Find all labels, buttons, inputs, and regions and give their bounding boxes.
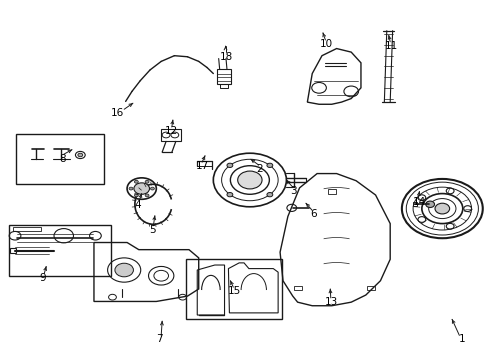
Text: 1: 1 <box>459 334 465 344</box>
Text: 4: 4 <box>134 200 141 210</box>
Text: 8: 8 <box>59 154 66 163</box>
Circle shape <box>267 163 273 167</box>
Bar <box>328 189 336 194</box>
Circle shape <box>435 203 450 214</box>
Text: 18: 18 <box>220 52 233 62</box>
Text: 9: 9 <box>40 273 46 283</box>
Circle shape <box>227 163 233 167</box>
Circle shape <box>134 194 138 197</box>
Circle shape <box>134 180 138 183</box>
Bar <box>217 69 231 84</box>
Bar <box>161 129 181 141</box>
Text: 2: 2 <box>256 164 263 174</box>
Bar <box>220 84 228 88</box>
Circle shape <box>134 183 149 194</box>
Circle shape <box>150 187 154 190</box>
Bar <box>16 134 104 184</box>
Text: 15: 15 <box>228 287 241 296</box>
Circle shape <box>227 193 233 197</box>
Circle shape <box>267 193 273 197</box>
Bar <box>186 258 282 319</box>
Circle shape <box>78 153 83 157</box>
Bar <box>10 248 16 253</box>
Text: 7: 7 <box>156 334 163 344</box>
Circle shape <box>115 263 133 277</box>
Circle shape <box>145 180 149 183</box>
Text: 14: 14 <box>413 197 426 207</box>
Text: 3: 3 <box>291 186 297 196</box>
Bar <box>294 286 301 290</box>
Text: 13: 13 <box>325 297 339 307</box>
Bar <box>197 161 212 166</box>
Bar <box>13 227 41 231</box>
Text: 12: 12 <box>164 126 177 136</box>
Text: 17: 17 <box>196 161 209 171</box>
Circle shape <box>145 194 149 197</box>
Bar <box>367 286 374 290</box>
Text: 10: 10 <box>320 39 333 49</box>
Bar <box>9 225 111 276</box>
Text: 6: 6 <box>310 209 317 219</box>
Bar <box>413 202 417 206</box>
Text: 11: 11 <box>385 41 398 51</box>
Text: 5: 5 <box>149 225 156 235</box>
Circle shape <box>238 171 262 189</box>
Text: 16: 16 <box>111 108 124 118</box>
Circle shape <box>129 187 133 190</box>
Circle shape <box>426 201 435 207</box>
